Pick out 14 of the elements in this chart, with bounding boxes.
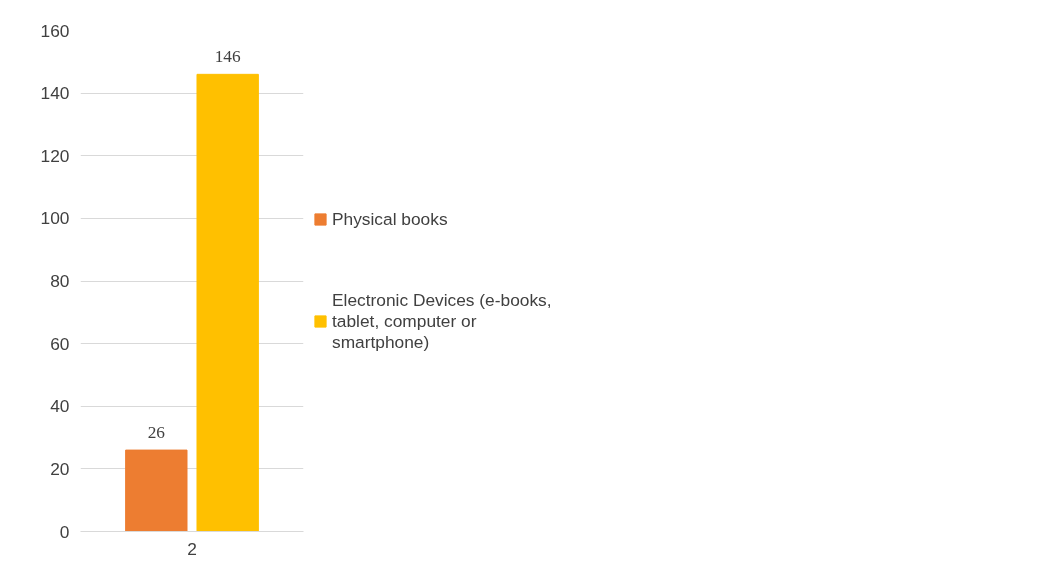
data-label: 26 — [147, 423, 166, 443]
y-tick-label: 20 — [50, 458, 70, 479]
y-tick-label: 40 — [50, 396, 70, 417]
y-tick-label: 140 — [40, 83, 70, 104]
y-tick-label: 120 — [40, 145, 70, 166]
y-tick-label: 60 — [50, 333, 70, 354]
data-label: 146 — [214, 47, 242, 67]
legend-label: Electronic Devices (e-books, tablet, computer or smartphone) — [332, 289, 552, 353]
y-tick-label: 0 — [59, 521, 70, 542]
y-tick-label: 100 — [40, 208, 70, 229]
legend-label: Physical books — [332, 208, 448, 230]
y-tick-label: 80 — [50, 271, 70, 291]
x-tick-label: 2 — [187, 538, 197, 559]
y-tick-label: 160 — [40, 20, 70, 41]
